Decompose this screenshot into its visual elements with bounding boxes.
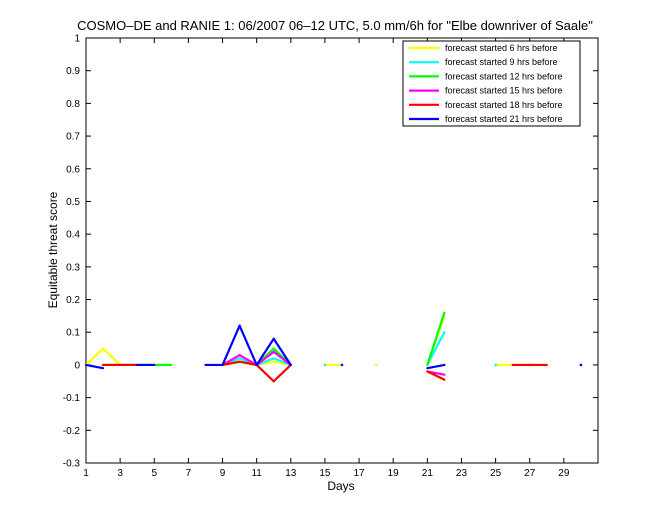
series-segment [84,363,105,370]
y-tick-label: 0.9 [66,66,80,77]
legend-label: forecast started 9 hrs before [445,57,558,67]
series-6 [84,324,583,370]
x-tick-label: 3 [117,468,123,479]
legend-label: forecast started 6 hrs before [445,43,558,53]
y-tick-label: 0 [74,360,80,371]
y-tick-label: -0.1 [63,393,81,404]
y-tick-label: 0.5 [66,197,80,208]
series-segment [255,350,275,367]
y-tick-label: 0.2 [66,295,80,306]
y-tick-label: 0.4 [66,230,80,241]
series-segment [255,363,275,383]
x-tick-label: 23 [456,468,468,479]
series-segment [272,337,292,367]
y-tick-label: 0.1 [66,328,80,339]
series-layer [84,311,583,383]
chart-title: COSMO–DE and RANIE 1: 06/2007 06–12 UTC,… [77,18,593,33]
series-point [323,363,327,367]
x-tick-label: 11 [251,468,262,479]
x-axis-label: Days [327,479,354,493]
y-tick-label: 1 [74,34,80,45]
series-segment [272,363,292,383]
series-point [340,363,344,367]
x-tick-label: 7 [186,468,192,479]
series-point [579,363,583,367]
x-tick-label: 15 [319,468,331,479]
series-segment [221,360,241,367]
legend-label: forecast started 12 hrs before [445,71,563,81]
series-segment [255,337,275,367]
x-tick-label: 19 [388,468,400,479]
legend: forecast started 6 hrs before forecast st… [402,40,581,127]
x-tick-label: 5 [151,468,157,479]
y-tick-label: 0.3 [66,262,80,273]
y-tick-label: -0.3 [63,459,81,470]
series-segment [426,370,446,381]
x-tick-label: 25 [490,468,502,479]
x-tick-label: 9 [220,468,226,479]
legend-box [402,40,581,127]
series-point [374,363,378,367]
series-segment [426,311,446,367]
series-segment [238,324,258,367]
series-segment [272,350,292,367]
y-tick-label: 0.6 [66,164,80,175]
y-axis-label: Equitable threat score [46,191,60,308]
series-5 [101,360,548,383]
legend-label: forecast started 18 hrs before [445,100,563,110]
y-tick-label: 0.8 [66,99,80,110]
x-axis: 1 3 5 7 9 11 13 15 17 19 21 23 25 27 29 [83,38,570,479]
x-tick-label: 1 [83,468,89,479]
legend-label: forecast started 15 hrs before [445,86,563,96]
x-tick-label: 13 [285,468,297,479]
x-tick-label: 21 [422,468,434,479]
series-segment [238,360,258,367]
y-axis: -0.3 -0.2 -0.1 0 0.1 0.2 0.3 0.4 0.5 0.6 0.7 0.8 0.9… [63,34,598,470]
series-segment [84,347,105,367]
series-point [494,363,497,367]
series-segment [221,324,241,367]
x-tick-label: 27 [524,468,536,479]
y-tick-label: -0.2 [63,426,81,437]
x-tick-label: 17 [354,468,366,479]
y-tick-label: 0.7 [66,132,80,143]
series-segment [101,347,122,367]
x-tick-label: 29 [558,468,570,479]
legend-label: forecast started 21 hrs before [445,114,563,124]
series-segment [426,363,446,370]
